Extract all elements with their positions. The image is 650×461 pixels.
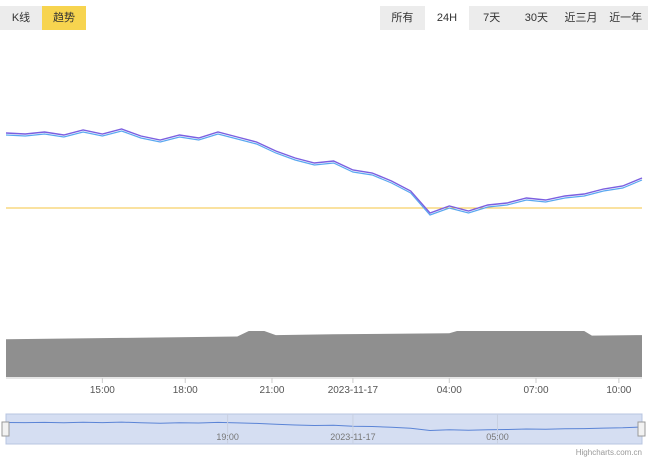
tab-kline[interactable]: K线 [0, 6, 42, 30]
range-7d-button[interactable]: 7天 [483, 12, 501, 24]
range-selector: 所有 24H 7天 30天 近三月 近一年 [380, 6, 648, 30]
range-3m-button[interactable]: 近三月 [564, 12, 598, 24]
x-tick-label: 15:00 [90, 385, 115, 396]
range-1y-button[interactable]: 近一年 [609, 12, 643, 24]
navigator-tick-label: 19:00 [216, 432, 239, 442]
navigator-line [5, 421, 643, 432]
credit-text: Highcharts.com.cn [575, 448, 642, 457]
range-24h-button[interactable]: 24H [424, 6, 470, 30]
navigator[interactable]: 19:00 2023-11-17 05:00 [1, 413, 646, 445]
tab-trend[interactable]: 趋势 [42, 6, 86, 30]
view-tabs: K线 趋势 [0, 6, 86, 30]
price-line [5, 128, 643, 214]
x-tick-label: 18:00 [173, 385, 198, 396]
navigator-handle-right[interactable] [637, 421, 646, 437]
volume-area [6, 331, 642, 377]
range-30d-button[interactable]: 30天 [524, 12, 548, 24]
x-tick-label: 04:00 [437, 385, 462, 396]
x-tick-label: 10:00 [606, 385, 631, 396]
x-tick-label: 2023-11-17 [328, 385, 379, 396]
navigator-tick-label: 05:00 [486, 432, 509, 442]
x-axis: 15:00 18:00 21:00 2023-11-17 04:00 07:00 10:00 [6, 377, 642, 396]
navigator-handle-left[interactable] [1, 421, 10, 437]
range-all-button[interactable]: 所有 [391, 12, 414, 24]
x-tick-label: 21:00 [259, 385, 284, 396]
volume-plot [6, 331, 642, 377]
navigator-tick-label: 2023-11-17 [330, 432, 375, 442]
x-tick-label: 07:00 [523, 385, 548, 396]
price-line-secondary [5, 130, 643, 216]
price-plot [5, 128, 643, 216]
